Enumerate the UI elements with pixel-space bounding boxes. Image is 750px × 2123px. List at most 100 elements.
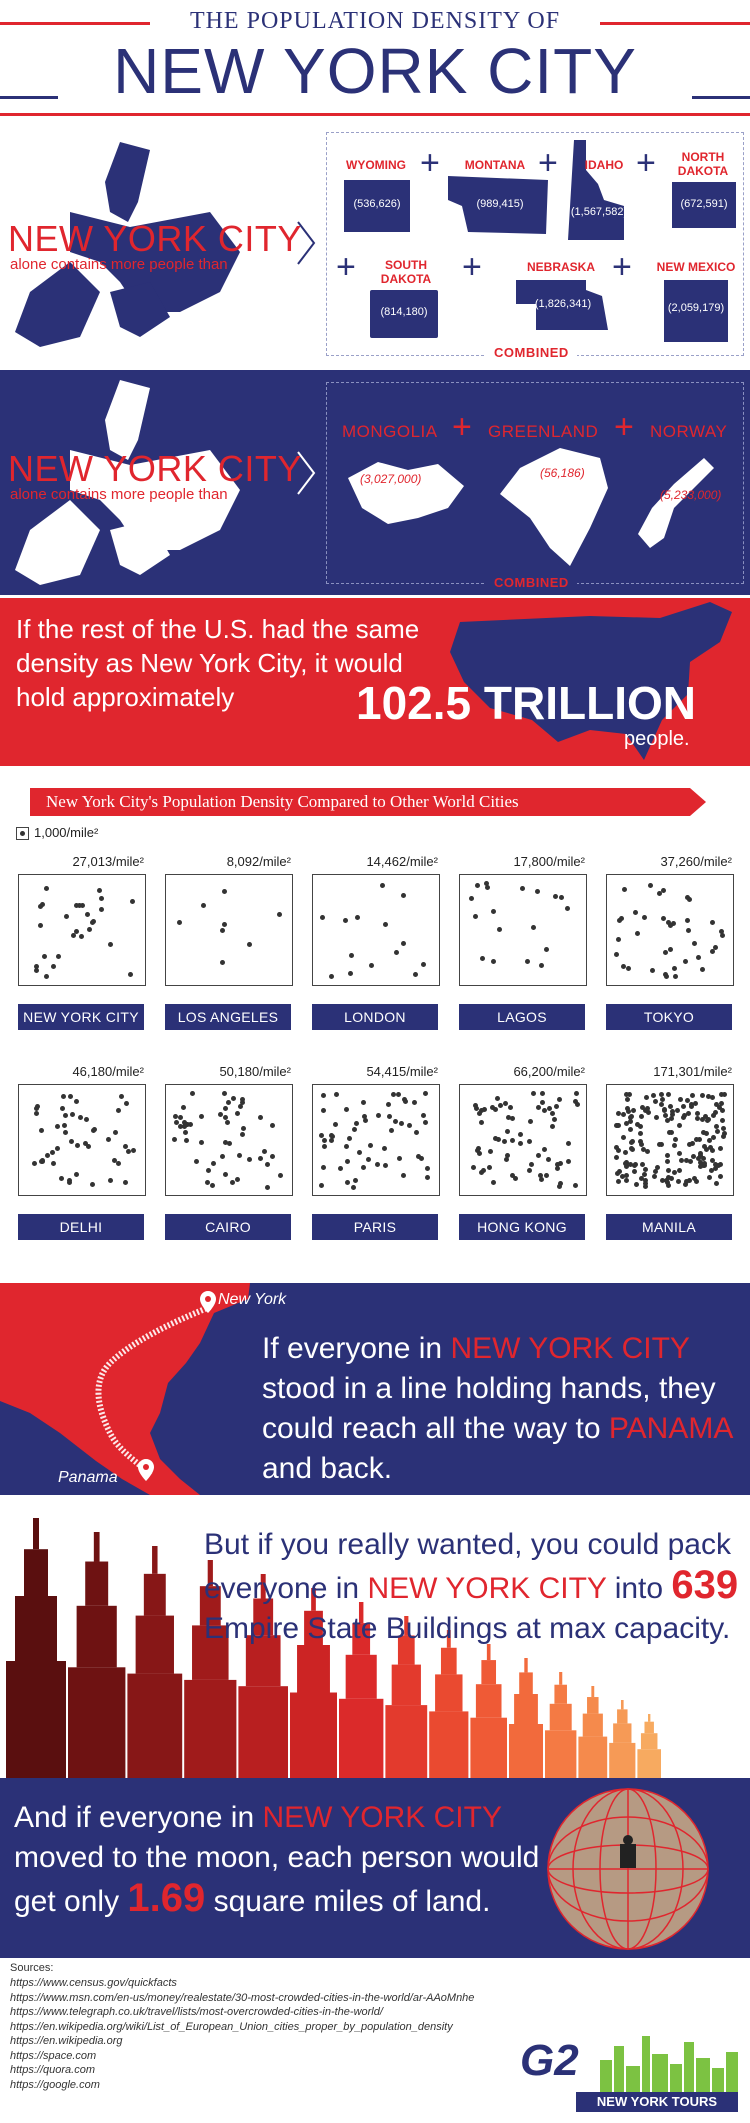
source-link[interactable]: https://en.wikipedia.org/wiki/List_of_Eu… [10, 2020, 453, 2033]
density-dot [709, 1148, 715, 1154]
density-dot [366, 1156, 372, 1162]
density-dot [69, 1111, 75, 1117]
density-dot [118, 1093, 124, 1099]
density-value: 27,013/mile² [72, 854, 144, 869]
source-link[interactable]: https://space.com [10, 2049, 97, 2062]
density-dot [473, 914, 479, 920]
plus-icon: + [538, 144, 558, 182]
density-dot [672, 1136, 678, 1142]
city-name: LOS ANGELES [165, 1004, 291, 1030]
density-dot [480, 1167, 486, 1173]
density-dot [353, 1177, 359, 1183]
density-dot [676, 1122, 682, 1128]
density-dot [572, 1098, 578, 1104]
density-dot [692, 1176, 698, 1182]
density-dot [505, 1128, 511, 1134]
density-dot [693, 1101, 699, 1107]
state-value: (2,059,179) [667, 302, 725, 314]
density-dot [74, 1172, 80, 1178]
country-value: (5,233,000) [660, 488, 722, 502]
mongolia-shape [348, 462, 464, 524]
density-dot [329, 1137, 335, 1143]
density-dot [393, 1118, 399, 1124]
density-dot [406, 1123, 412, 1129]
density-dot [526, 1139, 532, 1145]
title-header: THE POPULATION DENSITY OF NEW YORK CITY [0, 0, 750, 130]
density-dot [681, 1104, 687, 1110]
new-york-label: New York [218, 1291, 287, 1308]
density-dot [333, 1092, 339, 1098]
density-dot [700, 1130, 706, 1136]
empire-panel: But if you really wanted, you could pack… [0, 1495, 750, 1778]
density-dot [710, 948, 716, 954]
density-dot [653, 1115, 659, 1121]
density-dot [642, 1181, 648, 1187]
density-dot [491, 1179, 496, 1185]
density-dot [39, 1157, 45, 1163]
combined-label: COMBINED [494, 575, 569, 590]
density-dot [343, 1144, 349, 1150]
density-dot [416, 1153, 422, 1159]
density-dot [708, 1168, 714, 1174]
source-link[interactable]: https://www.census.gov/quickfacts [10, 1977, 177, 1989]
density-dot [677, 1097, 683, 1103]
density-dot [348, 953, 354, 959]
combined-label-wrap: COMBINED [486, 344, 577, 362]
density-dot [633, 909, 639, 915]
density-box [165, 1084, 293, 1196]
density-value: 14,462/mile² [366, 854, 438, 869]
city-name: HONG KONG [459, 1214, 585, 1240]
density-dot [553, 1103, 559, 1109]
density-dot [61, 1093, 67, 1099]
density-dot [376, 1113, 382, 1119]
density-dot [206, 1167, 212, 1173]
density-dot [700, 1093, 706, 1099]
density-dot [231, 1095, 237, 1101]
source-link[interactable]: https://www.msn.com/en-us/money/realesta… [10, 1991, 475, 2004]
density-dot [626, 965, 632, 971]
density-dot [621, 963, 627, 969]
density-dot [710, 920, 716, 926]
density-dot [695, 954, 701, 960]
highlight-nyc: NEW YORK CITY [450, 1332, 690, 1365]
density-dot [662, 950, 668, 956]
plus-icon: + [420, 144, 440, 182]
density-dot [333, 1121, 339, 1127]
source-link[interactable]: https://quora.com [10, 2064, 95, 2076]
source-link[interactable]: https://en.wikipedia.org [10, 2035, 123, 2047]
density-dot [694, 1111, 700, 1117]
density-value: 8,092/mile² [226, 854, 291, 869]
density-dot [545, 1157, 551, 1163]
density-dot [502, 1138, 508, 1144]
density-dot [722, 1131, 728, 1137]
source-link[interactable]: https://www.telegraph.co.uk/travel/lists… [10, 2006, 383, 2018]
density-dot [421, 1112, 427, 1118]
density-dot [493, 1136, 499, 1142]
density-dot [239, 1131, 245, 1137]
density-dot [650, 968, 656, 974]
density-dot [698, 1153, 704, 1159]
density-dot [700, 1156, 706, 1162]
ribbon-tip [690, 788, 706, 816]
density-dot [667, 947, 673, 953]
map-pin-icon [138, 1459, 154, 1481]
density-dot [517, 1132, 523, 1138]
density-dot [713, 1161, 718, 1167]
density-value: 54,415/mile² [366, 1064, 438, 1079]
source-link[interactable]: https://google.com [10, 2078, 100, 2091]
density-dot [123, 1144, 129, 1150]
density-dot [538, 962, 544, 968]
plus-icon: + [636, 144, 656, 182]
density-dot [240, 1100, 246, 1106]
density-dot [549, 1123, 555, 1129]
density-dot [230, 1179, 236, 1185]
density-dot [672, 966, 678, 972]
density-title-bar: New York City's Population Density Compa… [30, 788, 690, 816]
density-dot [351, 1184, 357, 1190]
density-dot [122, 1180, 128, 1186]
density-dot [113, 1129, 119, 1135]
density-dot [664, 1118, 670, 1124]
combined-label-wrap: COMBINED [486, 574, 577, 592]
density-dot [687, 1178, 693, 1184]
density-dot [328, 974, 334, 980]
